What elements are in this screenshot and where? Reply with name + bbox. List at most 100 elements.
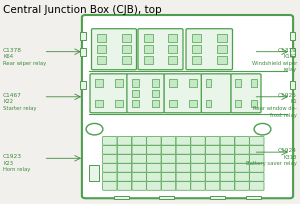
Bar bbox=[132, 100, 140, 108]
FancyBboxPatch shape bbox=[161, 164, 176, 172]
Bar bbox=[235, 100, 241, 108]
Bar bbox=[192, 35, 201, 43]
FancyBboxPatch shape bbox=[127, 74, 164, 113]
FancyBboxPatch shape bbox=[235, 173, 249, 181]
Text: K64: K64 bbox=[3, 54, 13, 59]
FancyBboxPatch shape bbox=[161, 182, 176, 190]
FancyBboxPatch shape bbox=[235, 182, 249, 190]
Bar bbox=[152, 90, 160, 98]
Bar bbox=[251, 100, 257, 108]
FancyBboxPatch shape bbox=[250, 146, 264, 154]
FancyBboxPatch shape bbox=[176, 146, 190, 154]
Text: Central Junction Box (CJB), top: Central Junction Box (CJB), top bbox=[3, 5, 162, 15]
Text: K162: K162 bbox=[284, 54, 297, 59]
Text: frost relay: frost relay bbox=[270, 112, 297, 117]
Text: Rear window de-: Rear window de- bbox=[253, 105, 297, 110]
Bar bbox=[251, 80, 257, 87]
FancyBboxPatch shape bbox=[250, 182, 264, 190]
FancyBboxPatch shape bbox=[206, 173, 220, 181]
Bar bbox=[152, 100, 160, 108]
FancyBboxPatch shape bbox=[206, 146, 220, 154]
FancyBboxPatch shape bbox=[176, 155, 190, 163]
Bar bbox=[192, 57, 201, 65]
Bar bbox=[95, 80, 103, 87]
FancyBboxPatch shape bbox=[132, 182, 146, 190]
FancyBboxPatch shape bbox=[191, 164, 205, 172]
Bar bbox=[159, 196, 174, 200]
Bar bbox=[210, 196, 225, 200]
FancyBboxPatch shape bbox=[191, 146, 205, 154]
Bar bbox=[246, 196, 261, 200]
Bar bbox=[80, 82, 86, 90]
FancyBboxPatch shape bbox=[191, 155, 205, 163]
FancyBboxPatch shape bbox=[132, 173, 146, 181]
Bar bbox=[152, 80, 160, 87]
FancyBboxPatch shape bbox=[132, 137, 146, 145]
FancyBboxPatch shape bbox=[176, 182, 190, 190]
FancyBboxPatch shape bbox=[147, 164, 161, 172]
Text: C1467: C1467 bbox=[3, 92, 22, 97]
FancyBboxPatch shape bbox=[250, 164, 264, 172]
Bar bbox=[115, 80, 122, 87]
FancyBboxPatch shape bbox=[132, 146, 146, 154]
Bar bbox=[217, 35, 227, 43]
Bar bbox=[290, 49, 295, 57]
Bar bbox=[189, 80, 197, 87]
FancyBboxPatch shape bbox=[176, 173, 190, 181]
Bar bbox=[217, 46, 227, 54]
Bar bbox=[217, 57, 227, 65]
FancyBboxPatch shape bbox=[250, 155, 264, 163]
Bar bbox=[97, 57, 106, 65]
Text: Windshield wiper: Windshield wiper bbox=[252, 61, 297, 65]
Bar bbox=[122, 57, 131, 65]
FancyBboxPatch shape bbox=[186, 30, 232, 70]
FancyBboxPatch shape bbox=[117, 173, 132, 181]
FancyBboxPatch shape bbox=[235, 164, 249, 172]
FancyBboxPatch shape bbox=[103, 164, 117, 172]
Text: C1924: C1924 bbox=[278, 147, 297, 152]
FancyBboxPatch shape bbox=[206, 164, 220, 172]
FancyBboxPatch shape bbox=[117, 164, 132, 172]
Text: Battery saver relay: Battery saver relay bbox=[246, 161, 297, 165]
FancyBboxPatch shape bbox=[220, 137, 235, 145]
Bar bbox=[169, 100, 177, 108]
FancyBboxPatch shape bbox=[103, 146, 117, 154]
FancyBboxPatch shape bbox=[147, 173, 161, 181]
FancyBboxPatch shape bbox=[103, 173, 117, 181]
FancyBboxPatch shape bbox=[206, 155, 220, 163]
FancyBboxPatch shape bbox=[161, 137, 176, 145]
FancyBboxPatch shape bbox=[206, 182, 220, 190]
Text: Starter relay: Starter relay bbox=[3, 105, 37, 110]
FancyBboxPatch shape bbox=[138, 30, 183, 70]
Text: K22: K22 bbox=[3, 99, 13, 104]
Text: K318: K318 bbox=[284, 154, 297, 159]
FancyBboxPatch shape bbox=[103, 137, 117, 145]
Bar bbox=[97, 35, 106, 43]
Text: C1378: C1378 bbox=[3, 48, 22, 52]
Bar bbox=[97, 46, 106, 54]
FancyBboxPatch shape bbox=[235, 146, 249, 154]
FancyBboxPatch shape bbox=[161, 155, 176, 163]
Bar bbox=[189, 100, 197, 108]
FancyBboxPatch shape bbox=[147, 137, 161, 145]
FancyBboxPatch shape bbox=[220, 155, 235, 163]
FancyBboxPatch shape bbox=[250, 137, 264, 145]
FancyBboxPatch shape bbox=[176, 137, 190, 145]
Bar bbox=[95, 100, 103, 108]
Bar bbox=[168, 35, 177, 43]
Bar bbox=[169, 80, 177, 87]
Text: K23: K23 bbox=[3, 160, 13, 165]
Bar bbox=[144, 46, 153, 54]
FancyBboxPatch shape bbox=[220, 182, 235, 190]
FancyBboxPatch shape bbox=[191, 173, 205, 181]
FancyBboxPatch shape bbox=[103, 155, 117, 163]
FancyBboxPatch shape bbox=[147, 155, 161, 163]
FancyBboxPatch shape bbox=[176, 164, 190, 172]
FancyBboxPatch shape bbox=[161, 146, 176, 154]
Bar bbox=[168, 57, 177, 65]
Bar bbox=[132, 80, 140, 87]
FancyBboxPatch shape bbox=[231, 74, 261, 113]
Bar bbox=[168, 46, 177, 54]
FancyBboxPatch shape bbox=[235, 155, 249, 163]
FancyBboxPatch shape bbox=[103, 182, 117, 190]
